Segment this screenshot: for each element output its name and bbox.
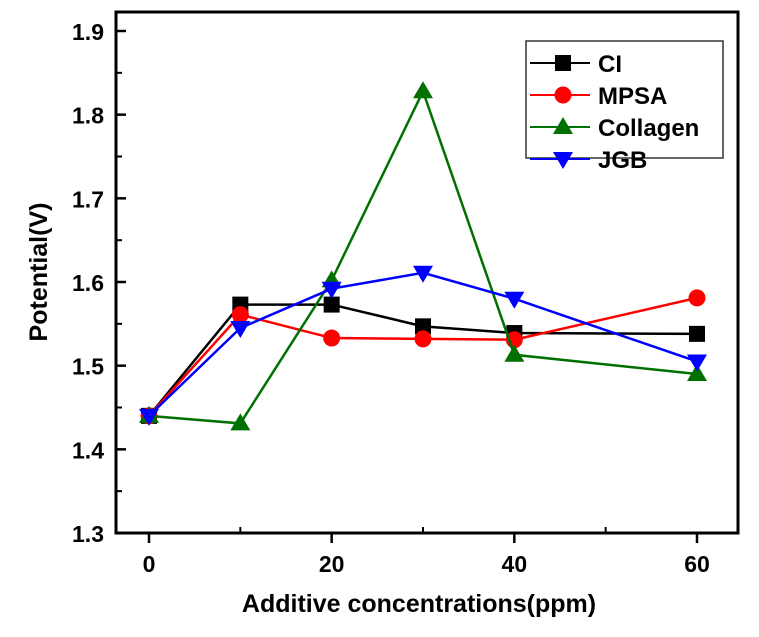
data-point-jgb — [139, 408, 159, 426]
data-point-jgb — [413, 265, 433, 283]
y-tick-label: 1.9 — [72, 19, 104, 45]
data-point-jgb — [230, 321, 251, 339]
data-point-ci — [415, 318, 431, 335]
x-axis-label: Additive concentrations(ppm) — [242, 590, 596, 618]
series-line-mpsa — [148, 296, 698, 417]
legend-marker — [553, 152, 573, 169]
data-point-mpsa — [231, 306, 249, 324]
data-point-mpsa — [688, 289, 706, 307]
series-collagen — [139, 81, 707, 431]
y-tick-label: 1.8 — [72, 103, 104, 129]
axes: 0 20 40 60 1.3 1.4 1.5 1.6 1.7 1.8 1.9 — [72, 19, 710, 577]
legend-item-ci: CI — [530, 51, 622, 78]
series-line-collagen — [148, 87, 698, 425]
data-point-collagen — [230, 413, 251, 431]
legend-marker — [553, 117, 573, 134]
y-tick-label: 1.3 — [72, 521, 104, 547]
y-tick-label: 1.5 — [72, 354, 104, 380]
data-point-jgb — [321, 281, 342, 299]
series-group — [139, 81, 707, 431]
y-tick-label: 1.4 — [72, 437, 104, 463]
legend-label: Collagen — [598, 115, 699, 142]
legend-marker — [554, 86, 572, 104]
data-point-mpsa — [323, 329, 341, 347]
legend-item-collagen: Collagen — [530, 115, 699, 142]
legend-label: MPSA — [598, 83, 667, 110]
data-point-collagen — [504, 344, 525, 362]
y-axis-label: Potential(V) — [25, 203, 53, 342]
series-line-jgb — [148, 271, 698, 417]
data-point-collagen — [413, 81, 433, 99]
legend: CI MPSA Collagen JGB — [525, 40, 724, 174]
y-tick-label: 1.7 — [72, 186, 104, 212]
legend-label: JGB — [598, 147, 647, 174]
plot-frame — [114, 10, 740, 535]
x-tick-label: 0 — [143, 551, 156, 577]
data-point-ci — [323, 296, 340, 313]
data-point-ci — [689, 325, 705, 342]
legend-label: CI — [598, 51, 622, 78]
data-point-mpsa — [414, 330, 432, 348]
x-tick-label: 20 — [319, 551, 345, 577]
legend-item-mpsa: MPSA — [530, 83, 667, 110]
x-tick-label: 40 — [502, 551, 528, 577]
data-point-collagen — [687, 364, 707, 382]
legend-item-jgb: JGB — [530, 147, 647, 174]
y-tick-label: 1.6 — [72, 270, 104, 296]
series-jgb — [139, 265, 707, 426]
data-point-jgb — [504, 291, 525, 309]
data-point-jgb — [687, 354, 707, 372]
x-tick-label: 60 — [684, 551, 710, 577]
series-mpsa — [140, 289, 706, 425]
legend-marker — [555, 55, 571, 71]
